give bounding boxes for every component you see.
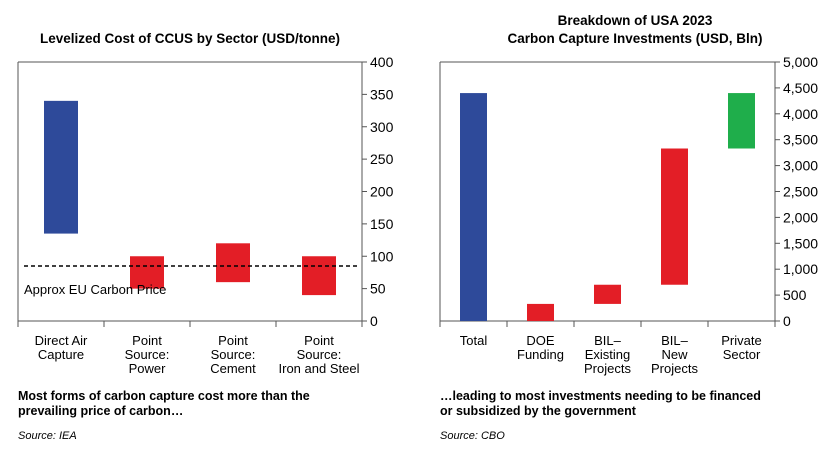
right-x-tick-label: BIL– Existing Projects (584, 333, 631, 376)
right-bar (460, 93, 487, 321)
left-caption-line-2: prevailing price of carbon… (18, 404, 184, 418)
left-x-tick-label: Point Source: Power (125, 333, 170, 376)
left-reference-line-label: Approx EU Carbon Price (24, 282, 166, 297)
left-y-tick-label: 150 (370, 216, 394, 232)
right-y-tick-label: 1,000 (783, 261, 818, 277)
left-chart-title: Levelized Cost of CCUS by Sector (USD/to… (39, 31, 341, 46)
right-y-tick-label: 5,000 (783, 54, 818, 70)
left-caption: Most forms of carbon capture cost more t… (18, 389, 418, 419)
right-chart: 0 500 1,000 1,500 2,000 2,500 3,000 3,500 4,000 4… (439, 54, 818, 376)
left-x-tick-label: Direct Air Capture (35, 333, 88, 362)
right-caption-line-2: or subsidized by the government (440, 404, 636, 418)
left-caption-line-1: Most forms of carbon capture cost more t… (18, 389, 310, 403)
right-bar (594, 284, 621, 304)
right-bar (661, 148, 688, 285)
right-x-tick-label: Total (460, 333, 488, 348)
right-x-tick-label: Private Sector (721, 333, 761, 362)
right-source: Source: CBO (440, 430, 505, 442)
left-y-tick-label: 50 (370, 281, 386, 297)
right-title-line-1: Breakdown of USA 2023 (557, 13, 713, 28)
left-y-tick-label: 300 (370, 119, 394, 135)
left-y-tick-label: 100 (370, 248, 394, 264)
right-y-tick-label: 1,500 (783, 235, 818, 251)
left-y-tick-label: 200 (370, 184, 394, 200)
right-chart-title: Breakdown of USA 2023 Carbon Capture Inv… (440, 12, 830, 48)
right-y-tick-label: 3,000 (783, 158, 818, 174)
left-x-tick-label: Point Source: Iron and Steel (279, 333, 360, 376)
left-x-tick-label: Point Source: Cement (210, 333, 256, 376)
right-bar (728, 93, 755, 149)
right-title-line-2: Carbon Capture Investments (USD, Bln) (507, 31, 763, 46)
right-caption: …leading to most investments needing to … (440, 389, 840, 419)
right-y-tick-label: 3,500 (783, 132, 818, 148)
left-bar (302, 256, 336, 296)
left-bar (44, 100, 78, 234)
left-y-tick-label: 350 (370, 86, 394, 102)
left-chart: 0 50 100 150 200 250 300 350 400 Direct Air Captur… (17, 54, 394, 376)
right-caption-line-1: …leading to most investments needing to … (440, 389, 761, 403)
right-x-tick-label: BIL– New Projects (651, 333, 698, 376)
left-y-tick-label: 400 (370, 54, 394, 70)
left-y-tick-label: 0 (370, 313, 378, 329)
right-y-tick-label: 4,500 (783, 80, 818, 96)
right-y-tick-label: 0 (783, 313, 791, 329)
left-bar (216, 243, 250, 283)
right-bar (527, 303, 554, 321)
right-y-tick-label: 500 (783, 287, 807, 303)
right-x-tick-label: DOE Funding (517, 333, 564, 362)
left-bar (130, 256, 164, 289)
left-y-tick-label: 250 (370, 151, 394, 167)
right-y-tick-label: 2,000 (783, 209, 818, 225)
right-y-tick-label: 4,000 (783, 106, 818, 122)
right-y-tick-label: 2,500 (783, 184, 818, 200)
left-source: Source: IEA (18, 430, 77, 442)
